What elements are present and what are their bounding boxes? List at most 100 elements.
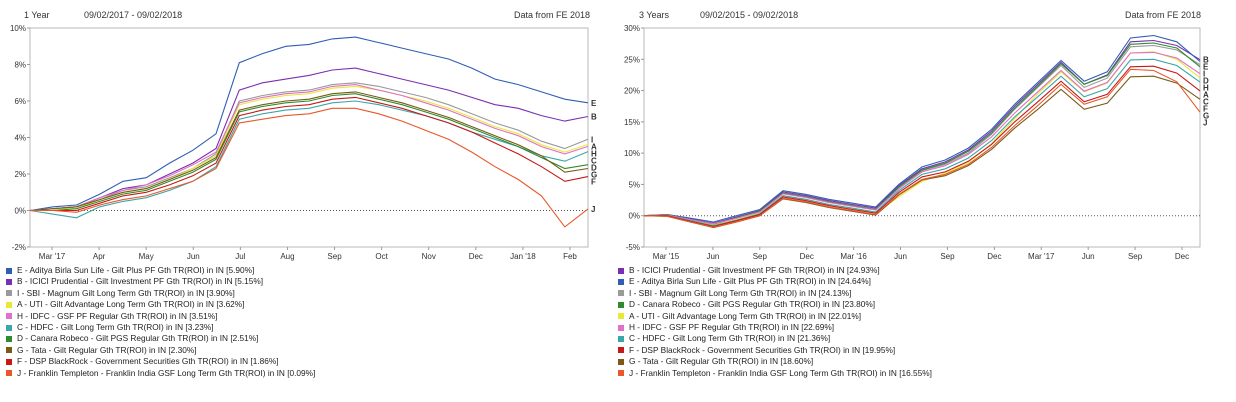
series-line-D: [643, 42, 1201, 226]
legend-item: D - Canara Robeco - Gilt PGS Regular Gth…: [6, 333, 315, 344]
legend-swatch: [6, 324, 12, 331]
legend-swatch: [618, 301, 624, 308]
legend-item: G - Tata - Gilt Regular Gth TR(ROI) in I…: [618, 356, 932, 367]
y-tick-label: 10%: [624, 149, 640, 158]
chart-panel-1-year: 1 Year 09/02/2017 - 09/02/2018 Data from…: [0, 0, 610, 402]
y-tick-label: 8%: [14, 61, 26, 70]
y-tick-label: 5%: [628, 180, 640, 189]
series-end-label-G: G: [591, 170, 597, 179]
legend-label: J - Franklin Templeton - Franklin India …: [17, 367, 316, 378]
series-end-label-G: G: [1203, 112, 1209, 121]
x-tick-label: Aug: [280, 252, 294, 261]
legend-1-year: E - Aditya Birla Sun Life - Gilt Plus PF…: [6, 265, 315, 379]
legend-swatch: [6, 336, 12, 343]
legend-swatch: [6, 347, 12, 354]
legend-swatch: [6, 358, 12, 365]
x-tick-label: May: [139, 252, 154, 261]
plot-frame: [643, 27, 1201, 248]
legend-label: C - HDFC - Gilt Long Term Gth TR(ROI) in…: [629, 333, 831, 344]
legend-label: A - UTI - Gilt Advantage Long Term Gth T…: [629, 310, 862, 321]
legend-label: A - UTI - Gilt Advantage Long Term Gth T…: [17, 299, 245, 310]
series-line-F: [644, 65, 1201, 227]
y-tick-label: -5%: [626, 243, 640, 252]
series-end-label-A: A: [591, 142, 597, 151]
series-line-D: [30, 93, 589, 212]
x-tick-label: Feb: [563, 252, 577, 261]
legend-label: E - Aditya Birla Sun Life - Gilt Plus PF…: [17, 265, 255, 275]
y-tick-label: 25%: [624, 55, 640, 64]
legend-label: G - Tata - Gilt Regular Gth TR(ROI) in I…: [629, 356, 814, 367]
legend-label: I - SBI - Magnum Gilt Long Term Gth TR(R…: [629, 287, 852, 298]
legend-label: C - HDFC - Gilt Long Term Gth TR(ROI) in…: [17, 321, 214, 332]
x-tick-label: Dec: [469, 252, 483, 261]
series-line-J: [643, 68, 1201, 228]
legend-item: A - UTI - Gilt Advantage Long Term Gth T…: [618, 311, 932, 322]
x-tick-label: Jun: [894, 252, 907, 261]
period-label: 1 Year: [24, 10, 50, 20]
date-range-label: 09/02/2017 - 09/02/2018: [84, 10, 183, 20]
series-end-label-D: D: [591, 163, 597, 172]
series-end-label-J: J: [591, 205, 595, 214]
legend-swatch: [6, 313, 12, 320]
legend-item: C - HDFC - Gilt Long Term Gth TR(ROI) in…: [6, 322, 315, 333]
legend-swatch: [6, 267, 12, 274]
legend-label: G - Tata - Gilt Regular Gth TR(ROI) in I…: [17, 344, 197, 355]
y-tick-label: 0%: [14, 207, 26, 216]
legend-item: J - Franklin Templeton - Franklin India …: [6, 368, 315, 379]
series-line-C: [644, 58, 1201, 227]
series-end-label-F: F: [1203, 105, 1208, 114]
legend-item: E - Aditya Birla Sun Life - Gilt Plus PF…: [6, 265, 315, 276]
legend-item: I - SBI - Magnum Gilt Long Term Gth TR(R…: [6, 288, 315, 299]
series-line-H: [643, 51, 1201, 225]
x-tick-label: Jun: [1082, 252, 1095, 261]
series-end-label-B: B: [591, 113, 597, 122]
x-tick-label: Sep: [1128, 252, 1143, 261]
legend-item: F - DSP BlackRock - Government Securitie…: [6, 356, 315, 367]
legend-label: B - ICICI Prudential - Gilt Investment P…: [629, 265, 880, 275]
series-line-J: [30, 107, 589, 228]
legend-swatch: [6, 279, 12, 286]
series-end-label-C: C: [1203, 98, 1209, 107]
legend-label: I - SBI - Magnum Gilt Long Term Gth TR(R…: [17, 287, 235, 298]
y-tick-label: 20%: [624, 87, 640, 96]
series-end-label-I: I: [591, 135, 593, 144]
legend-item: F - DSP BlackRock - Government Securitie…: [618, 345, 932, 356]
x-tick-label: Jun: [706, 252, 719, 261]
legend-item: B - ICICI Prudential - Gilt Investment P…: [618, 265, 932, 276]
legend-label: H - IDFC - GSF PF Regular Gth TR(ROI) in…: [629, 321, 835, 332]
legend-swatch: [618, 324, 624, 331]
x-tick-label: Sep: [940, 252, 955, 261]
y-tick-label: -2%: [12, 243, 26, 252]
x-tick-label: Jun: [187, 252, 200, 261]
legend-swatch: [618, 358, 624, 365]
legend-label: H - IDFC - GSF PF Regular Gth TR(ROI) in…: [17, 310, 218, 321]
legend-swatch: [618, 336, 624, 343]
legend-swatch: [618, 347, 624, 354]
series-end-label-F: F: [591, 177, 596, 186]
legend-swatch: [6, 370, 12, 377]
legend-swatch: [618, 279, 624, 286]
series-line-E: [29, 36, 589, 212]
legend-item: A - UTI - Gilt Advantage Long Term Gth T…: [6, 299, 315, 310]
x-tick-label: Mar '17: [1028, 252, 1055, 261]
x-tick-label: Sep: [327, 252, 342, 261]
y-tick-label: 2%: [14, 170, 26, 179]
legend-item: C - HDFC - Gilt Long Term Gth TR(ROI) in…: [618, 333, 932, 344]
series-end-label-I: I: [1203, 70, 1205, 79]
x-tick-label: Mar '15: [653, 252, 680, 261]
series-line-F: [30, 96, 589, 212]
legend-item: H - IDFC - GSF PF Regular Gth TR(ROI) in…: [6, 311, 315, 322]
x-tick-label: Oct: [375, 252, 388, 261]
legend-swatch: [618, 290, 624, 297]
series-end-label-H: H: [591, 149, 597, 158]
series-end-label-E: E: [591, 99, 597, 108]
line-chart-3-years: -5% 0% 5% 10% 15% 20% 25% 30% Mar '15 Jun Sep Dec Ma…: [624, 24, 1209, 261]
series-line-G: [29, 91, 589, 212]
chart-panel-3-years: 3 Years 09/02/2015 - 09/02/2018 Data fro…: [612, 0, 1222, 402]
legend-label: B - ICICI Prudential - Gilt Investment P…: [17, 276, 264, 287]
legend-swatch: [618, 370, 624, 377]
legend-item: E - Aditya Birla Sun Life - Gilt Plus PF…: [618, 276, 932, 287]
legend-3-years: B - ICICI Prudential - Gilt Investment P…: [618, 265, 932, 379]
x-tick-label: Jul: [235, 252, 245, 261]
period-label: 3 Years: [639, 10, 670, 20]
